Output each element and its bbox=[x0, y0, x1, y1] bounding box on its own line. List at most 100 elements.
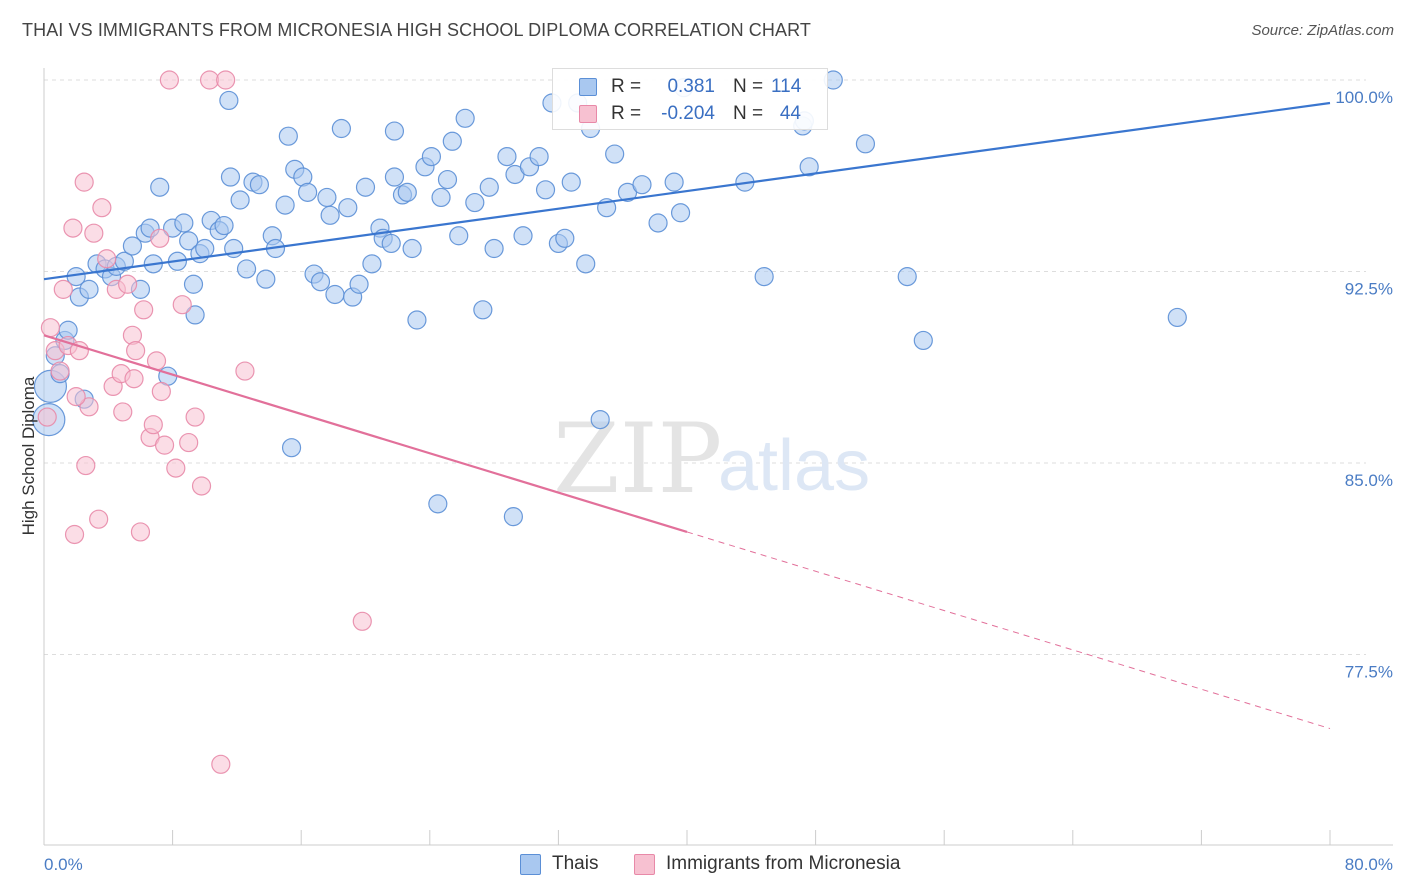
micronesia-point bbox=[79, 397, 99, 417]
micronesia-point bbox=[179, 432, 199, 453]
n-value: 114 bbox=[771, 76, 802, 97]
micronesia-point bbox=[172, 295, 192, 315]
n-label: N = bbox=[733, 103, 764, 124]
labels-layer: 77.5% 85.0% 92.5% 100.0% 0.0% 80.0% bbox=[44, 88, 1393, 874]
thai-point bbox=[122, 236, 143, 256]
micronesia-point bbox=[97, 249, 117, 269]
thai-point bbox=[503, 507, 523, 527]
micronesia-point bbox=[211, 754, 231, 774]
micronesia-point bbox=[352, 611, 372, 631]
r-label: R = bbox=[611, 76, 642, 97]
micronesia-point bbox=[84, 223, 104, 243]
micronesia-point bbox=[117, 274, 138, 294]
micronesia-point bbox=[191, 476, 212, 496]
thai-point bbox=[338, 198, 358, 218]
thai-point bbox=[670, 203, 691, 223]
thai-point bbox=[421, 147, 442, 167]
thai-point bbox=[317, 187, 337, 208]
micronesia-point bbox=[166, 458, 186, 478]
micronesia-point bbox=[134, 300, 154, 320]
thai-point bbox=[256, 269, 276, 289]
micronesia-point bbox=[37, 407, 57, 427]
x-tick-label: 0.0% bbox=[44, 855, 83, 874]
thai-point bbox=[220, 167, 241, 187]
stats-row-micronesia: R = -0.204 N = 44 bbox=[553, 101, 827, 129]
micronesia-point bbox=[126, 341, 146, 361]
thai-point bbox=[449, 226, 469, 246]
thai-point bbox=[174, 213, 194, 233]
y-tick-label: 100.0% bbox=[1335, 88, 1393, 107]
watermark-zip: ZIP bbox=[553, 403, 722, 515]
micronesia-point bbox=[89, 509, 109, 529]
thai-point bbox=[431, 187, 451, 208]
thai-point bbox=[897, 267, 917, 287]
y-tick-label: 92.5% bbox=[1345, 280, 1393, 299]
thai-point bbox=[913, 330, 933, 351]
thai-point bbox=[402, 238, 422, 259]
micronesia-point bbox=[185, 407, 205, 427]
micronesia-point bbox=[92, 198, 112, 218]
n-label: N = bbox=[733, 76, 764, 97]
thai-point bbox=[298, 182, 318, 202]
thai-point bbox=[325, 284, 345, 305]
thai-point bbox=[355, 177, 376, 197]
chart-title: THAI VS IMMIGRANTS FROM MICRONESIA HIGH … bbox=[22, 20, 811, 40]
thai-point bbox=[179, 231, 199, 251]
stats-row-thais: R = 0.381 N = 114 bbox=[553, 74, 827, 102]
r-value: 0.381 bbox=[667, 76, 715, 97]
micronesia-point bbox=[154, 435, 175, 455]
thai-point bbox=[331, 118, 351, 139]
r-label: R = bbox=[611, 103, 642, 124]
thais-legend-swatch bbox=[520, 854, 541, 875]
thai-point bbox=[214, 215, 234, 236]
micronesia-point bbox=[151, 381, 171, 402]
thai-point bbox=[281, 438, 302, 458]
thai-point bbox=[799, 157, 819, 177]
chart-source: Source: ZipAtlas.com bbox=[1251, 22, 1394, 39]
trend-line-micronesia-projection bbox=[686, 531, 1331, 730]
micronesia-point bbox=[63, 218, 83, 238]
thai-point bbox=[275, 195, 295, 215]
thai-point bbox=[664, 172, 684, 192]
thai-point bbox=[535, 180, 556, 200]
thai-point bbox=[384, 167, 405, 187]
thai-point bbox=[455, 108, 475, 128]
thai-point bbox=[465, 192, 485, 213]
thai-point bbox=[632, 175, 652, 195]
watermark-atlas: atlas bbox=[718, 426, 870, 506]
thai-point bbox=[397, 182, 417, 202]
thai-point bbox=[278, 126, 298, 146]
thai-point bbox=[590, 409, 610, 430]
micronesia-point bbox=[64, 524, 85, 545]
thai-point bbox=[230, 190, 250, 210]
thai-point bbox=[555, 228, 575, 248]
micronesia-point bbox=[74, 172, 94, 192]
thai-point bbox=[479, 177, 499, 197]
thai-point bbox=[1167, 307, 1187, 328]
trend-line-thais bbox=[43, 101, 1331, 281]
thai-point bbox=[236, 259, 257, 279]
micronesia-point bbox=[124, 369, 144, 389]
thai-point bbox=[320, 205, 340, 225]
thai-point bbox=[183, 274, 204, 294]
micronesia-point bbox=[143, 415, 163, 435]
micronesia-point bbox=[235, 361, 255, 381]
watermark: ZIP atlas bbox=[553, 403, 870, 515]
thai-point bbox=[513, 226, 533, 246]
x-tick-label: 80.0% bbox=[1345, 855, 1393, 874]
y-axis-label: High School Diploma bbox=[19, 376, 38, 535]
micronesia-point bbox=[216, 70, 236, 90]
micronesia-point bbox=[76, 455, 96, 476]
thai-point bbox=[150, 177, 170, 197]
trend-layer bbox=[43, 101, 1331, 730]
micronesia-point bbox=[113, 402, 133, 422]
thai-point bbox=[484, 238, 504, 259]
thais-swatch bbox=[579, 78, 597, 96]
thai-point bbox=[362, 254, 382, 274]
micronesia-point bbox=[69, 341, 89, 361]
micronesia-point bbox=[199, 70, 220, 90]
thai-point bbox=[442, 131, 462, 151]
thai-point bbox=[384, 121, 405, 141]
thai-point bbox=[249, 175, 270, 195]
